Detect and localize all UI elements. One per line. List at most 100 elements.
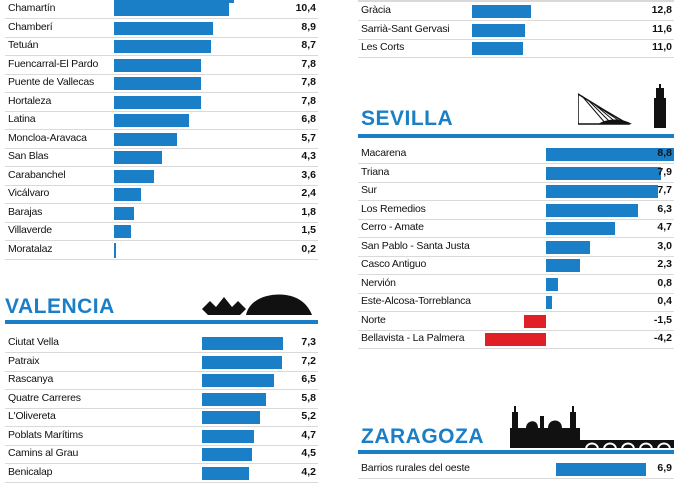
madrid-value-label: 0,2: [301, 242, 316, 255]
sevilla-category-label: Macarena: [361, 147, 407, 159]
sevilla-value-label: 7,7: [657, 184, 672, 196]
madrid-top-bar-fragment: [114, 0, 234, 3]
sevilla-category-label: Sur: [361, 184, 377, 196]
sevilla-value-label: 3,0: [657, 239, 672, 252]
sevilla-row: Norte -1,5: [358, 312, 674, 331]
madrid-value-label: 2,4: [301, 187, 316, 199]
valencia-bar: [202, 411, 260, 424]
madrid-row: San Blas 4,3: [5, 148, 318, 167]
sevilla-row: Este-Alcosa-Torreblanca 0,4: [358, 293, 674, 312]
madrid-row: Villaverde 1,5: [5, 222, 318, 241]
valencia-bar: [202, 429, 255, 443]
valencia-value-label: 4,5: [301, 447, 316, 459]
madrid-row: Latina 6,8: [5, 111, 318, 130]
barcelona-category-label: Les Corts: [361, 41, 405, 53]
madrid-category-label: Vicálvaro: [8, 187, 50, 199]
madrid-row: Chamartín 10,4: [5, 0, 318, 19]
sevilla-category-label: Casco Antiguo: [361, 258, 427, 270]
valencia-bar: [202, 337, 284, 350]
madrid-category-label: Fuencarral-El Pardo: [8, 57, 99, 70]
valencia-value-label: 4,7: [301, 428, 316, 441]
valencia-value-label: 7,2: [301, 354, 316, 367]
valencia-row: Camins al Grau 4,5: [5, 445, 318, 464]
madrid-row: Moratalaz 0,2: [5, 241, 318, 260]
zaragoza-title: ZARAGOZA: [361, 425, 484, 448]
sevilla-category-label: Nervión: [361, 276, 396, 289]
sevilla-row: San Pablo - Santa Justa 3,0: [358, 238, 674, 257]
valencia-value-label: 7,3: [301, 336, 316, 348]
sevilla-value-label: 8,8: [657, 147, 672, 159]
sevilla-row: Macarena 8,8: [358, 145, 674, 164]
valencia-bar: [202, 392, 267, 406]
sevilla-bar: [546, 296, 552, 309]
madrid-bar: [114, 21, 213, 35]
barcelona-row: Gràcia 12,8: [358, 2, 674, 21]
madrid-value-label: 10,4: [295, 2, 316, 14]
madrid-bar: [114, 169, 154, 183]
madrid-bar: [114, 77, 201, 90]
sevilla-value-label: 6,3: [657, 202, 672, 215]
zaragoza-skyline-icon: [510, 406, 674, 448]
madrid-bar: [114, 95, 201, 109]
sevilla-row: Casco Antiguo 2,3: [358, 256, 674, 275]
sevilla-category-label: Triana: [361, 165, 390, 178]
valencia-bar: [202, 355, 282, 369]
sevilla-row: Triana 7,9: [358, 164, 674, 183]
valencia-category-label: Benicalap: [8, 465, 53, 478]
madrid-row: Puente de Vallecas 7,8: [5, 74, 318, 93]
zaragoza-bar: [556, 463, 646, 476]
valencia-category-label: Quatre Carreres: [8, 391, 81, 404]
barcelona-top-rule: [358, 0, 674, 2]
valencia-category-label: L'Olivereta: [8, 410, 56, 422]
sevilla-value-label: 0,8: [657, 276, 672, 289]
sevilla-row: Cerro - Amate 4,7: [358, 219, 674, 238]
madrid-row: Fuencarral-El Pardo 7,8: [5, 56, 318, 75]
sevilla-bar: [484, 333, 546, 346]
madrid-row: Tetuán 8,7: [5, 37, 318, 56]
madrid-bar: [114, 242, 117, 258]
valencia-row: Benicalap 4,2: [5, 464, 318, 483]
sevilla-row: Sur 7,7: [358, 182, 674, 201]
barcelona-category-label: Gràcia: [361, 4, 391, 16]
madrid-bar: [114, 225, 131, 238]
madrid-category-label: Moncloa-Aravaca: [8, 131, 87, 144]
madrid-bar: [114, 188, 141, 201]
madrid-category-label: Latina: [8, 113, 36, 125]
madrid-value-label: 4,3: [301, 150, 316, 162]
zaragoza-value-label: 6,9: [657, 462, 672, 474]
barcelona-category-label: Sarrià-Sant Gervasi: [361, 22, 450, 35]
barcelona-value-label: 11,0: [652, 41, 672, 53]
barcelona-value-label: 11,6: [652, 22, 672, 35]
madrid-category-label: Tetuán: [8, 39, 39, 51]
madrid-row: Carabanchel 3,6: [5, 167, 318, 186]
madrid-category-label: Carabanchel: [8, 168, 66, 181]
madrid-bar: [114, 3, 230, 16]
sevilla-bar: [524, 314, 546, 328]
sevilla-skyline-icon: [578, 84, 666, 128]
zaragoza-category-label: Barrios rurales del oeste: [361, 462, 470, 474]
madrid-category-label: Barajas: [8, 205, 43, 218]
sevilla-value-label: 4,7: [657, 221, 672, 233]
sevilla-category-label: Este-Alcosa-Torreblanca: [361, 295, 471, 307]
sevilla-bar: [546, 148, 674, 161]
sevilla-category-label: Cerro - Amate: [361, 221, 424, 233]
sevilla-bar: [546, 166, 662, 180]
sevilla-category-label: San Pablo - Santa Justa: [361, 239, 470, 252]
valencia-row: Quatre Carreres 5,8: [5, 390, 318, 409]
madrid-value-label: 3,6: [301, 168, 316, 181]
sevilla-bar: [546, 185, 659, 198]
sevilla-row: Bellavista - La Palmera -4,2: [358, 330, 674, 349]
sevilla-bar: [546, 240, 590, 254]
madrid-bar: [114, 40, 211, 53]
madrid-category-label: Chamartín: [8, 2, 56, 14]
barcelona-value-label: 12,8: [651, 4, 672, 16]
madrid-value-label: 1,8: [301, 205, 316, 218]
valencia-row: Rascanya 6,5: [5, 371, 318, 390]
valencia-title: VALENCIA: [5, 295, 115, 318]
barcelona-bar: [472, 5, 531, 18]
madrid-value-label: 6,8: [301, 113, 316, 125]
valencia-row: Ciutat Vella 7,3: [5, 334, 318, 353]
sevilla-category-label: Bellavista - La Palmera: [361, 332, 465, 344]
valencia-category-label: Patraix: [8, 354, 40, 367]
valencia-category-label: Poblats Marítims: [8, 428, 83, 441]
